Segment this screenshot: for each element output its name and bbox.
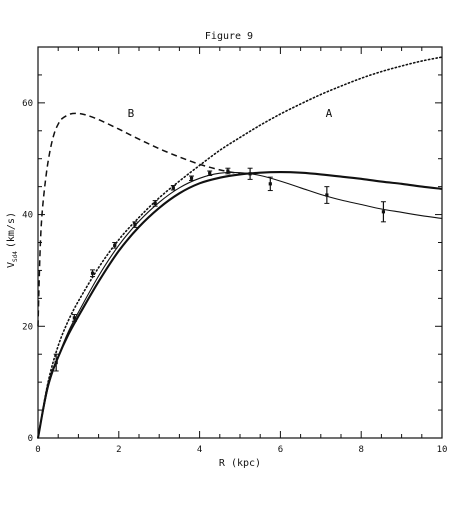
y-axis-label: VSd4 (km/s) [6, 212, 19, 268]
curve-annotations: AB [128, 107, 333, 120]
x-axis-label: R (kpc) [219, 458, 261, 469]
chart-title: Figure 9 [205, 31, 253, 42]
y-axis-label-subscript: Sd4 [12, 251, 19, 262]
observation-points [53, 167, 386, 372]
series-line-model-2 [37, 171, 443, 439]
data-point [325, 193, 329, 197]
y-tick-label: 0 [28, 434, 33, 444]
data-point [208, 171, 212, 175]
y-axis-label-unit: (km/s) [6, 212, 17, 248]
series-line-a [37, 56, 443, 439]
data-point [113, 243, 117, 247]
y-tick-label: 20 [22, 322, 33, 332]
x-tick-label: 10 [437, 445, 448, 455]
y-tick-label: 40 [22, 211, 33, 221]
y-axis-label-main: V [6, 262, 17, 268]
series-line-model-3 [36, 171, 443, 439]
data-point [133, 223, 137, 227]
data-point [248, 172, 252, 176]
x-tick-label: 8 [358, 445, 363, 455]
x-tick-label: 2 [116, 445, 121, 455]
data-point [268, 182, 272, 186]
curve-label-b: B [128, 107, 135, 120]
data-point [226, 169, 230, 173]
data-point [72, 316, 76, 320]
curve-label-a: A [326, 107, 333, 120]
x-tick-label: 6 [278, 445, 283, 455]
svg-text:VSd4(km/s): VSd4 (km/s) [6, 212, 19, 268]
data-point [153, 201, 157, 205]
data-point [171, 186, 175, 190]
x-tick-label: 4 [197, 445, 202, 455]
plot-frame [37, 46, 443, 439]
axis-ticks: 0 2 4 6 8 10 0 20 40 60 [22, 46, 448, 455]
data-point [381, 210, 386, 214]
x-tick-label: 0 [35, 445, 40, 455]
series-line-b [37, 112, 241, 327]
data-point [54, 360, 58, 365]
data-point [189, 176, 194, 180]
y-tick-label: 60 [22, 99, 33, 109]
series-lines [36, 56, 443, 439]
data-point [90, 271, 95, 275]
